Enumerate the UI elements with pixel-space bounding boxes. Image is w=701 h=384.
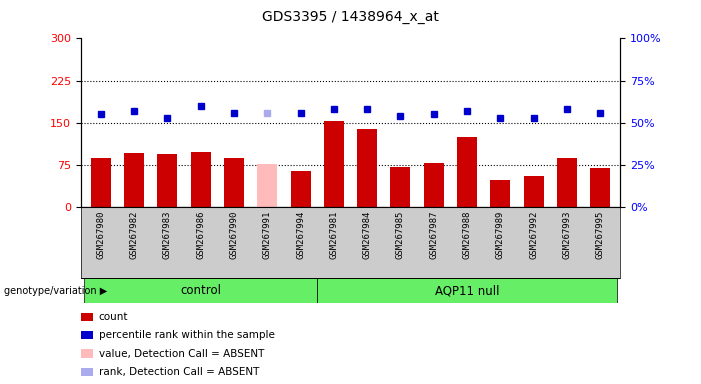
Bar bbox=[224, 158, 244, 207]
Text: GSM267995: GSM267995 bbox=[596, 211, 605, 259]
Text: GSM267990: GSM267990 bbox=[229, 211, 238, 259]
Bar bbox=[290, 171, 311, 207]
Text: GSM267983: GSM267983 bbox=[163, 211, 172, 259]
Bar bbox=[457, 137, 477, 207]
Text: genotype/variation ▶: genotype/variation ▶ bbox=[4, 286, 107, 296]
Text: GSM267980: GSM267980 bbox=[96, 211, 105, 259]
Text: percentile rank within the sample: percentile rank within the sample bbox=[99, 330, 275, 340]
Bar bbox=[390, 167, 411, 207]
Bar bbox=[191, 152, 210, 207]
Bar bbox=[557, 158, 577, 207]
Text: GSM267994: GSM267994 bbox=[296, 211, 305, 259]
Text: rank, Detection Call = ABSENT: rank, Detection Call = ABSENT bbox=[99, 367, 259, 377]
Bar bbox=[424, 164, 444, 207]
Bar bbox=[324, 121, 343, 207]
Text: GSM267984: GSM267984 bbox=[362, 211, 372, 259]
Bar bbox=[358, 129, 377, 207]
Text: GSM267993: GSM267993 bbox=[563, 211, 571, 259]
Text: count: count bbox=[99, 312, 128, 322]
Bar bbox=[157, 154, 177, 207]
Text: GSM267988: GSM267988 bbox=[463, 211, 472, 259]
Text: GSM267992: GSM267992 bbox=[529, 211, 538, 259]
Bar bbox=[524, 176, 544, 207]
Text: GSM267985: GSM267985 bbox=[396, 211, 405, 259]
Bar bbox=[84, 278, 317, 303]
Text: value, Detection Call = ABSENT: value, Detection Call = ABSENT bbox=[99, 349, 264, 359]
Text: AQP11 null: AQP11 null bbox=[435, 285, 499, 297]
Bar bbox=[90, 158, 111, 207]
Bar bbox=[317, 278, 617, 303]
Bar bbox=[124, 153, 144, 207]
Bar bbox=[491, 180, 510, 207]
Text: GSM267989: GSM267989 bbox=[496, 211, 505, 259]
Text: GSM267981: GSM267981 bbox=[329, 211, 339, 259]
Text: GSM267987: GSM267987 bbox=[429, 211, 438, 259]
Text: GSM267991: GSM267991 bbox=[263, 211, 272, 259]
Bar bbox=[590, 168, 611, 207]
Text: control: control bbox=[180, 285, 221, 297]
Bar bbox=[257, 164, 277, 207]
Text: GDS3395 / 1438964_x_at: GDS3395 / 1438964_x_at bbox=[262, 10, 439, 23]
Text: GSM267986: GSM267986 bbox=[196, 211, 205, 259]
Text: GSM267982: GSM267982 bbox=[130, 211, 138, 259]
